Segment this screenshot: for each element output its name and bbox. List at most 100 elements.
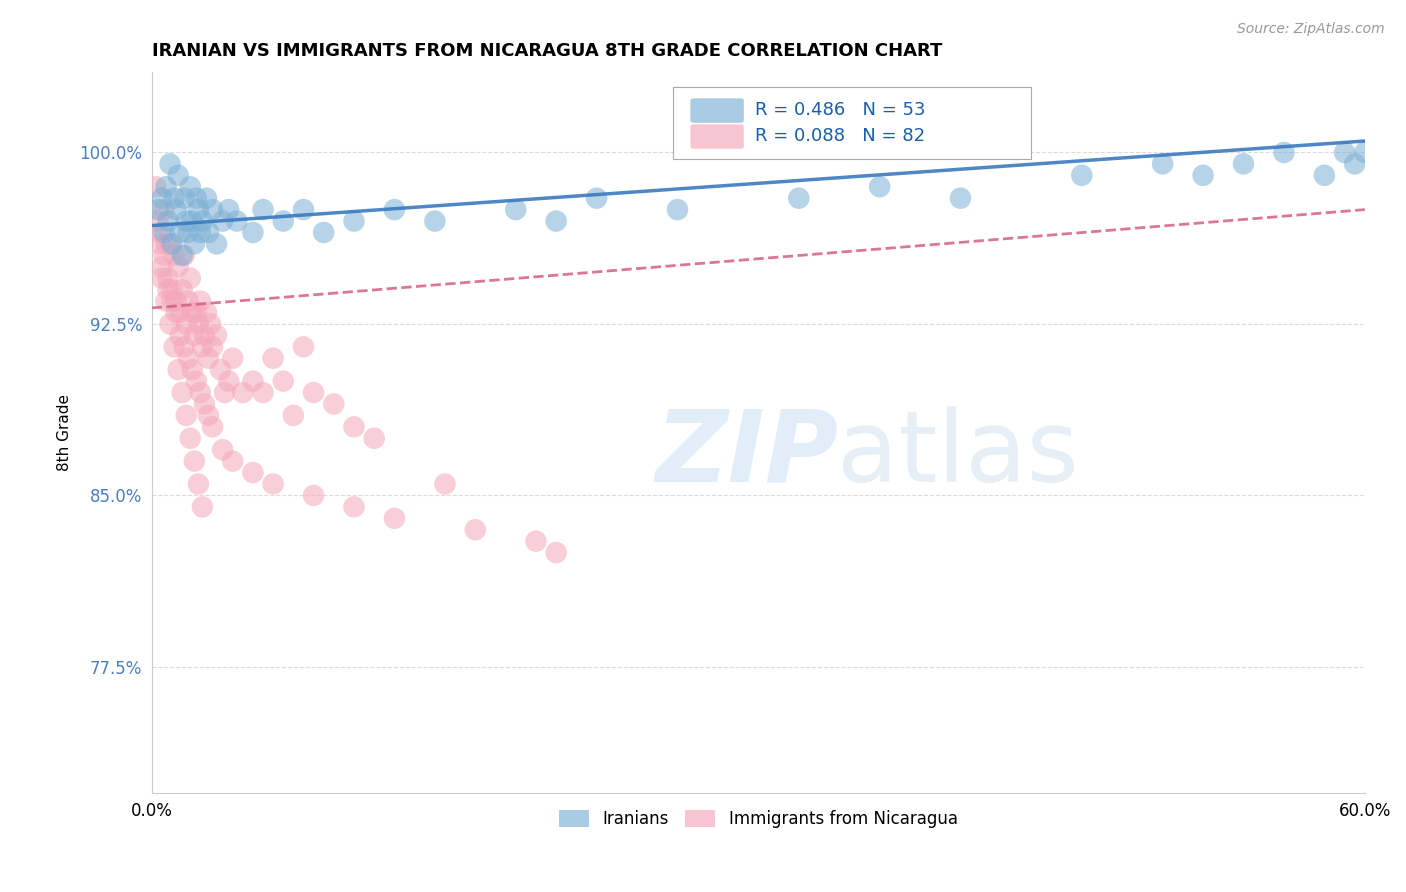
Point [169,328,191,343]
Point [172,385,194,400]
Point [153,248,176,262]
Point [242,374,264,388]
Point [181,305,204,319]
Point [343,214,366,228]
Point [193,328,215,343]
Point [183,328,205,343]
Point [201,202,224,217]
FancyBboxPatch shape [673,87,1031,159]
Point [666,202,689,217]
Point [157,283,180,297]
Point [343,500,366,514]
Point [159,157,181,171]
Point [505,202,527,217]
Point [174,317,197,331]
Point [787,191,810,205]
Point [195,191,218,205]
Point [150,260,173,274]
Point [177,351,200,366]
Point [211,442,233,457]
Point [1192,169,1215,183]
Point [155,294,177,309]
Point [172,248,194,262]
Point [177,226,200,240]
Text: atlas: atlas [837,406,1078,503]
Point [252,385,274,400]
Point [159,236,181,251]
Point [187,317,209,331]
Point [183,454,205,468]
Point [181,214,204,228]
Text: ZIP: ZIP [655,406,838,503]
Point [173,248,195,262]
Point [153,226,176,240]
Point [1232,157,1254,171]
Point [384,202,406,217]
Point [195,305,218,319]
Point [262,477,284,491]
Legend: Iranians, Immigrants from Nicaragua: Iranians, Immigrants from Nicaragua [553,803,965,835]
Point [186,305,208,319]
Point [242,466,264,480]
Y-axis label: 8th Grade: 8th Grade [58,394,72,471]
Point [1344,157,1367,171]
Point [201,420,224,434]
Point [869,179,891,194]
Point [292,202,315,217]
Point [242,226,264,240]
Point [252,202,274,217]
Point [343,420,366,434]
Point [1152,157,1174,171]
Point [155,179,177,194]
Point [302,488,325,502]
Point [149,236,172,251]
Point [283,409,305,423]
FancyBboxPatch shape [690,98,744,123]
Point [211,214,233,228]
Point [384,511,406,525]
Text: IRANIAN VS IMMIGRANTS FROM NICARAGUA 8TH GRADE CORRELATION CHART: IRANIAN VS IMMIGRANTS FROM NICARAGUA 8TH… [152,42,942,60]
Point [209,362,232,376]
Point [167,169,190,183]
Point [190,385,212,400]
Point [169,305,191,319]
Point [191,214,214,228]
Point [149,226,172,240]
Point [218,374,240,388]
Point [464,523,486,537]
FancyBboxPatch shape [690,124,744,149]
Point [1070,169,1092,183]
Point [1333,145,1355,160]
Point [169,226,191,240]
Point [585,191,607,205]
Point [187,477,209,491]
Point [271,374,294,388]
Point [423,214,446,228]
Point [205,236,228,251]
Point [174,214,197,228]
Point [225,214,247,228]
Point [165,294,187,309]
Point [292,340,315,354]
Point [181,362,204,376]
Point [190,226,212,240]
Point [159,317,181,331]
Point [177,294,200,309]
Point [160,294,183,309]
Point [165,202,187,217]
Point [179,271,201,285]
Point [163,340,186,354]
Point [179,431,201,445]
Point [546,545,568,559]
Text: R = 0.088   N = 82: R = 0.088 N = 82 [755,127,925,145]
Point [200,317,222,331]
Point [197,226,219,240]
Point [433,477,456,491]
Point [197,351,219,366]
Point [163,191,186,205]
Point [160,283,183,297]
Point [193,397,215,411]
Point [197,409,219,423]
Point [173,191,195,205]
Text: R = 0.486   N = 53: R = 0.486 N = 53 [755,101,925,119]
